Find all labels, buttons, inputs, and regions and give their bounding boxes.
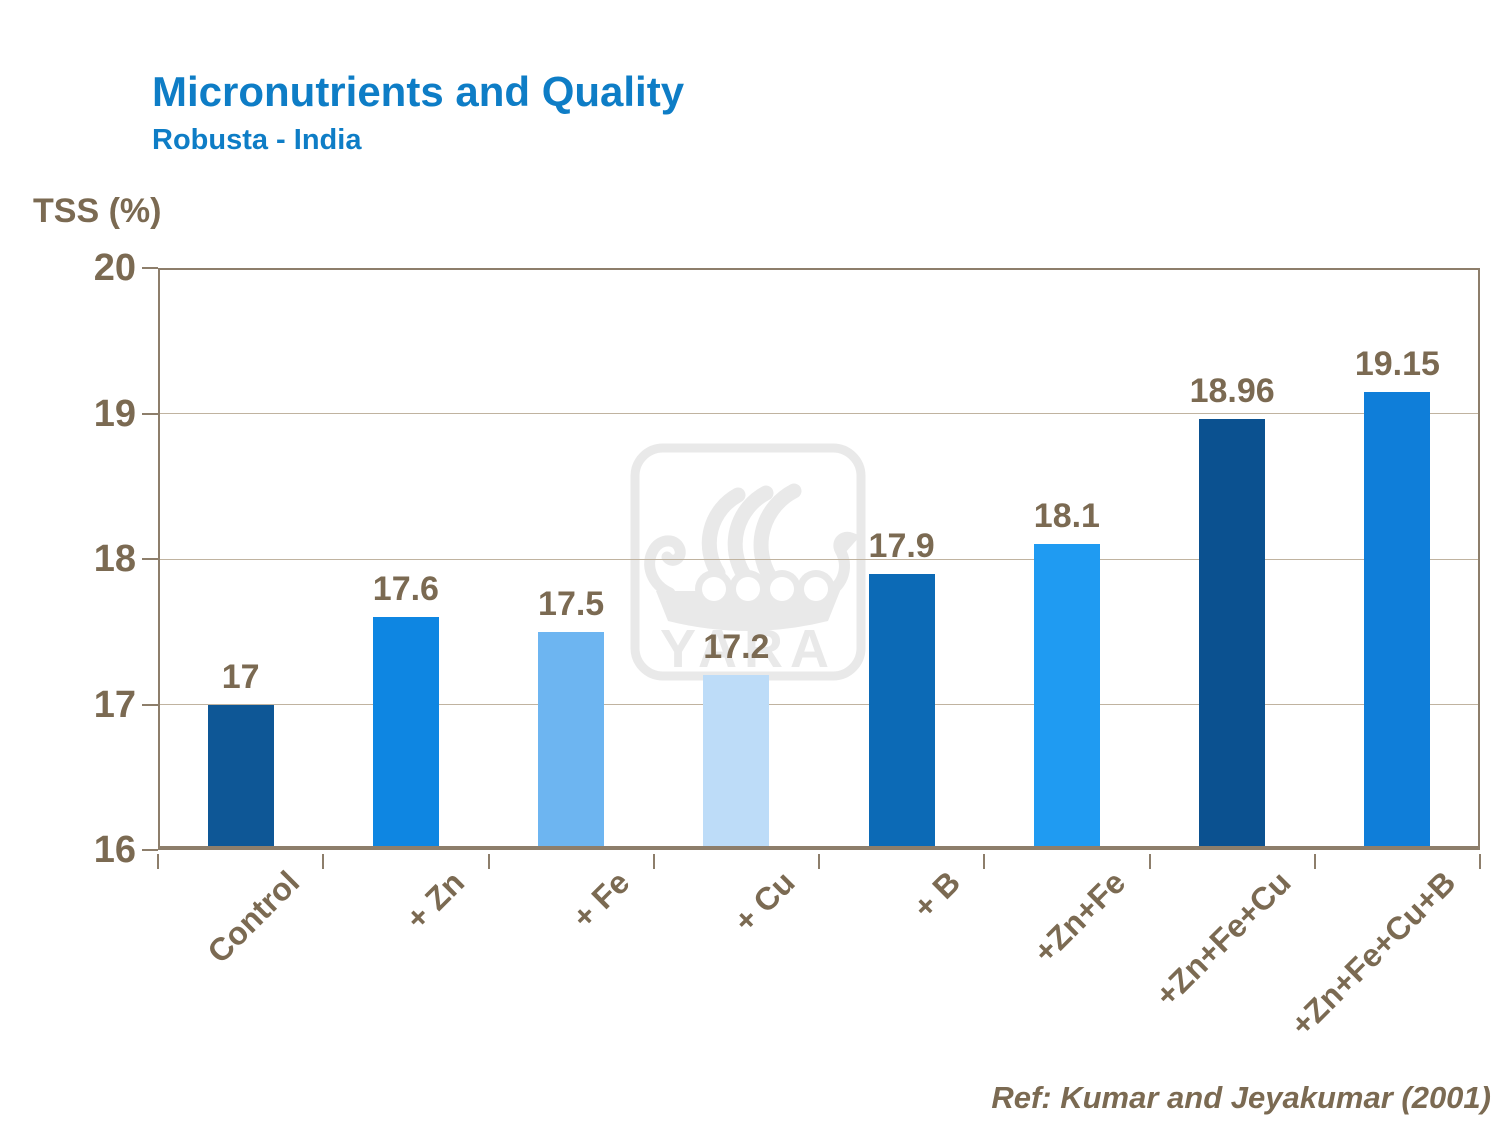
viking-ship-icon (701, 483, 802, 585)
bar-cu (703, 675, 770, 850)
bar-value-label-znfecu: 18.96 (1189, 372, 1275, 411)
bar-value-label-control: 17 (221, 657, 260, 696)
y-tick-label-17: 17 (93, 683, 136, 726)
bar-value-label-znfecub: 19.15 (1354, 344, 1440, 383)
x-category-label-text: +Zn+Fe (1026, 864, 1133, 970)
gridline-19 (160, 413, 1478, 414)
gridline-18 (160, 558, 1478, 560)
x-tick-mark-6 (1148, 854, 1151, 869)
x-tick-mark-1 (322, 854, 325, 869)
x-category-label-text: Control (200, 864, 307, 970)
x-category-label-text: +Zn+Fe+Cu+B (1283, 864, 1463, 1043)
y-tick-label-18: 18 (93, 538, 136, 580)
y-tick-mark-20 (142, 267, 158, 269)
y-axis-title: TSS (%) (33, 192, 162, 230)
chart-subtitle: Robusta - India (152, 124, 362, 156)
bar-znfe (1033, 544, 1100, 850)
y-tick-mark-19 (142, 412, 158, 415)
bar-control (207, 704, 274, 850)
gridline-17 (160, 704, 1478, 705)
yara-watermark-logo: YARA (630, 443, 866, 681)
bar-fe (538, 631, 605, 850)
viking-ship-hull (644, 531, 861, 631)
x-tick-mark-7 (1313, 854, 1316, 869)
bar-b (868, 573, 935, 850)
x-tick-mark-8 (1479, 854, 1481, 869)
y-tick-label-19: 19 (93, 392, 136, 435)
x-category-label-text: +Zn+Fe+Cu (1148, 864, 1298, 1014)
bar-znfecub (1364, 391, 1431, 850)
x-tick-mark-3 (652, 854, 655, 869)
y-tick-mark-16 (142, 849, 158, 851)
bar-value-label-fe: 17.5 (538, 584, 605, 623)
y-tick-mark-18 (142, 558, 158, 560)
x-category-label-text: + B (905, 864, 968, 926)
y-tick-label-16: 16 (93, 829, 136, 871)
bar-zn (372, 617, 439, 850)
reference-citation: Ref: Kumar and Jeyakumar (2001) (991, 1080, 1491, 1115)
x-tick-mark-2 (487, 854, 490, 869)
y-tick-label-20: 20 (93, 247, 136, 289)
x-category-label-text: + Zn (398, 864, 472, 937)
bar-znfecu (1199, 419, 1266, 850)
x-tick-mark-0 (157, 854, 159, 869)
bar-value-label-b: 17.9 (868, 526, 935, 565)
chart-title: Micronutrients and Quality (152, 68, 685, 115)
x-tick-mark-4 (818, 854, 820, 869)
bar-value-label-znfe: 18.1 (1033, 497, 1100, 536)
y-tick-mark-17 (142, 703, 158, 706)
x-category-label-text: + Fe (565, 864, 637, 936)
watermark-wordmark: YARA (660, 619, 836, 679)
x-tick-mark-5 (983, 854, 986, 869)
x-category-label-text: + Cu (726, 864, 802, 940)
bar-value-label-zn: 17.6 (372, 570, 439, 609)
bar-value-label-cu: 17.2 (703, 628, 770, 667)
